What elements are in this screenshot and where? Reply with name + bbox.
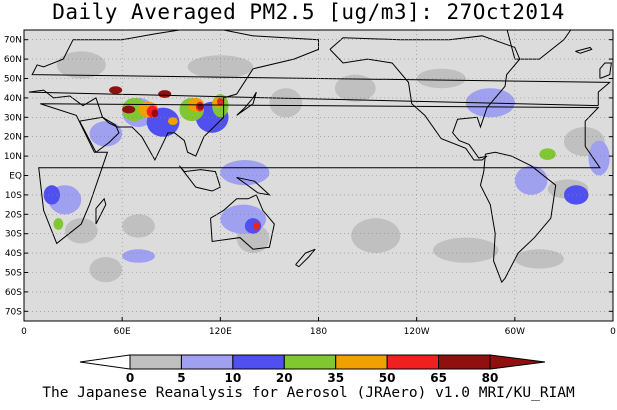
pm25-level-2-blob xyxy=(588,140,610,176)
coastline xyxy=(236,91,257,116)
coastline xyxy=(95,197,107,225)
colorbar-high-cap xyxy=(489,354,546,370)
lon-tick-label: 120W xyxy=(404,327,430,337)
lat-tick-label: 30S xyxy=(5,230,22,240)
pm25-level-1-blob xyxy=(269,88,303,118)
lat-tick-label: 40N xyxy=(4,94,22,104)
lat-tick-label: EQ xyxy=(9,172,22,182)
colorbar-label: 50 xyxy=(379,371,396,385)
pm25-level-7-blob xyxy=(158,90,172,98)
coastline xyxy=(575,46,593,54)
pm25-level-4-blob xyxy=(53,218,64,230)
pm25-level-7-blob xyxy=(109,86,123,95)
lat-tick-label: 50S xyxy=(5,269,22,279)
coastline xyxy=(28,30,612,162)
coastline xyxy=(78,116,120,153)
colorbar-label: 80 xyxy=(482,371,499,385)
pm25-level-7-blob xyxy=(151,109,159,118)
colorbar-label: 0 xyxy=(126,371,134,385)
pm25-level-1-blob xyxy=(89,256,123,283)
pm25-level-3-blob xyxy=(244,218,262,234)
colorbar-label: 65 xyxy=(430,371,447,385)
lat-tick-label: 60S xyxy=(5,288,22,298)
lon-tick-label: 0 xyxy=(21,327,27,337)
colorbar-segment xyxy=(129,354,182,370)
lat-tick-label: 40S xyxy=(5,249,22,259)
pm25-level-1-blob xyxy=(64,218,98,244)
pm25-level-2-blob xyxy=(514,165,548,195)
coastline xyxy=(38,103,601,245)
lat-tick-label: 60N xyxy=(4,55,22,65)
colorbar-segment xyxy=(335,354,388,370)
coastline xyxy=(506,30,572,60)
lon-tick-label: 60W xyxy=(505,327,525,337)
pm25-level-1-blob xyxy=(122,214,155,238)
colorbar-low-cap xyxy=(79,354,131,370)
coastline xyxy=(479,151,557,284)
lon-tick-label: 120E xyxy=(209,327,232,337)
pm25-level-2-blob xyxy=(122,249,155,263)
colorbar-label: 5 xyxy=(177,371,185,385)
lat-tick-label: 70S xyxy=(5,307,22,317)
pm25-level-2-blob xyxy=(220,159,270,186)
pm25-level-4-blob xyxy=(539,148,556,160)
colorbar-segment xyxy=(386,354,440,370)
footer-credit: The Japanese Reanalysis for Aerosol (JRA… xyxy=(42,385,575,401)
lon-tick-label: 0 xyxy=(610,327,616,337)
pm25-level-2-blob xyxy=(89,121,123,147)
coastline xyxy=(295,248,316,268)
pm25-level-1-blob xyxy=(56,51,106,79)
pm25-level-7-blob xyxy=(122,105,136,114)
colorbar-segment xyxy=(180,354,234,370)
lat-tick-label: 20N xyxy=(4,133,22,143)
lon-tick-label: 180 xyxy=(310,327,327,337)
colorbar-segment xyxy=(438,354,491,370)
lat-tick-label: 70N xyxy=(4,36,22,46)
coastline xyxy=(599,62,612,79)
pm25-level-1-blob xyxy=(433,237,499,263)
lat-tick-label: 30N xyxy=(4,113,22,123)
colorbar-label: 35 xyxy=(327,371,344,385)
coastline xyxy=(236,176,271,196)
pm25-level-1-blob xyxy=(334,74,376,102)
lon-tick-label: 60E xyxy=(114,327,131,337)
lat-tick-label: 50N xyxy=(4,75,22,85)
lat-tick-label: 10S xyxy=(5,191,22,201)
lat-tick-label: 20S xyxy=(5,210,22,220)
pm25-level-1-blob xyxy=(351,218,401,254)
colorbar-segment xyxy=(283,354,337,370)
coastline xyxy=(329,35,521,161)
lat-tick-label: 10N xyxy=(4,152,22,162)
pm25-level-3-blob xyxy=(43,185,60,205)
coastline xyxy=(179,165,221,192)
colorbar-label: 20 xyxy=(276,371,293,385)
pm25-level-6-blob xyxy=(253,222,260,230)
pm25-level-5-blob xyxy=(167,117,178,126)
pm25-level-6-blob xyxy=(217,97,224,106)
map-title: Daily Averaged PM2.5 [ug/m3]: 27Oct2014 xyxy=(52,0,565,24)
colorbar-segment xyxy=(232,354,285,370)
coastline xyxy=(210,194,275,250)
pm25-level-1-blob xyxy=(514,249,564,269)
colorbar-label: 10 xyxy=(225,371,242,385)
pm25-level-1-blob xyxy=(416,68,466,89)
